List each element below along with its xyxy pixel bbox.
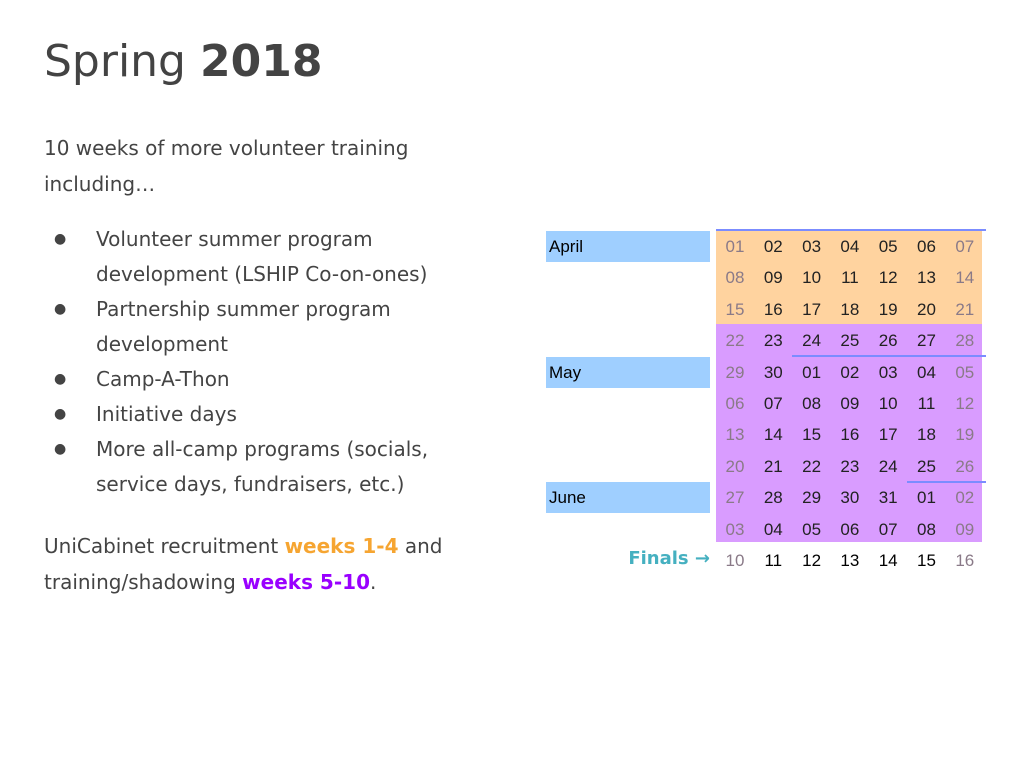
calendar-day: 15 bbox=[725, 299, 745, 319]
calendar-day: 10 bbox=[802, 268, 822, 288]
calendar-day: 07 bbox=[878, 519, 898, 539]
calendar-day: 06 bbox=[840, 519, 860, 539]
calendar-day: 13 bbox=[917, 268, 936, 288]
training-band bbox=[716, 324, 982, 542]
calendar-day: 18 bbox=[917, 425, 936, 445]
calendar-day: 29 bbox=[725, 362, 745, 382]
calendar-day: 02 bbox=[763, 237, 783, 256]
calendar-day: 05 bbox=[955, 362, 975, 382]
calendar-day: 02 bbox=[840, 362, 860, 382]
calendar-day: 05 bbox=[878, 237, 898, 256]
calendar-day: 04 bbox=[840, 237, 860, 256]
calendar-day: 25 bbox=[917, 456, 936, 476]
calendar-day: 17 bbox=[878, 425, 898, 445]
calendar-day: 27 bbox=[917, 331, 936, 351]
calendar-day: 14 bbox=[763, 425, 783, 445]
calendar-day: 15 bbox=[802, 425, 822, 445]
finals-label: Finals → bbox=[628, 548, 710, 569]
calendar-day: 30 bbox=[840, 488, 860, 508]
calendar-day: 12 bbox=[955, 394, 975, 413]
calendar-day: 21 bbox=[763, 456, 783, 476]
recruitment-band bbox=[716, 231, 982, 324]
month-label: June bbox=[546, 482, 710, 514]
calendar-day: 13 bbox=[725, 425, 745, 445]
calendar-day: 28 bbox=[955, 331, 975, 351]
calendar-day: 03 bbox=[878, 362, 898, 382]
calendar-day: 20 bbox=[725, 456, 745, 476]
calendar-day: 03 bbox=[725, 519, 745, 539]
calendar-day: 01 bbox=[917, 488, 936, 508]
calendar-day: 22 bbox=[725, 331, 745, 351]
calendar-day: 07 bbox=[763, 394, 783, 413]
calendar-day: 16 bbox=[955, 551, 975, 570]
intro-text: 10 weeks of more volunteer training incl… bbox=[44, 136, 409, 196]
calendar-day: 14 bbox=[955, 268, 975, 288]
calendar-day: 08 bbox=[802, 394, 822, 413]
list-item: Camp-A-Thon bbox=[44, 362, 504, 397]
calendar-day: 06 bbox=[725, 394, 745, 413]
calendar-day: 24 bbox=[878, 456, 898, 476]
calendar-day: 28 bbox=[763, 488, 783, 508]
list-item: Initiative days bbox=[44, 397, 504, 432]
calendar-day: 09 bbox=[955, 519, 975, 539]
calendar-day: 15 bbox=[917, 551, 936, 570]
calendar-day: 13 bbox=[840, 551, 860, 570]
list-item: Volunteer summer program development (LS… bbox=[44, 222, 504, 292]
calendar-day: 06 bbox=[917, 237, 936, 256]
calendar-day: 11 bbox=[841, 268, 859, 288]
calendar-day: 01 bbox=[725, 237, 745, 256]
calendar-day: 22 bbox=[802, 456, 822, 476]
calendar-day: 18 bbox=[840, 299, 860, 319]
calendar-day: 27 bbox=[725, 488, 745, 508]
calendar-day: 29 bbox=[802, 488, 822, 508]
calendar-day: 01 bbox=[802, 362, 822, 382]
calendar-day: 10 bbox=[878, 394, 898, 413]
calendar-day: 23 bbox=[840, 456, 860, 476]
june-start-line bbox=[907, 481, 986, 483]
calendar-day: 07 bbox=[955, 237, 975, 256]
calendar-day: 30 bbox=[763, 362, 783, 382]
calendar-day: 24 bbox=[802, 331, 822, 351]
calendar-day: 02 bbox=[955, 488, 975, 508]
outro-text: UniCabinet recruitment weeks 1-4 and tra… bbox=[44, 534, 443, 594]
calendar-day: 04 bbox=[917, 362, 936, 382]
calendar-day: 11 bbox=[764, 551, 783, 570]
calendar-day: 10 bbox=[725, 551, 745, 570]
bullet-list: Volunteer summer program development (LS… bbox=[44, 222, 504, 502]
april-start-line bbox=[716, 229, 986, 231]
month-label: May bbox=[546, 356, 710, 388]
calendar-day: 16 bbox=[763, 299, 783, 319]
calendar-day: 08 bbox=[917, 519, 936, 539]
calendar-day: 14 bbox=[878, 551, 898, 570]
may-start-line bbox=[792, 355, 986, 357]
calendar-day: 26 bbox=[955, 456, 975, 476]
calendar-day: 26 bbox=[878, 331, 898, 351]
calendar-day: 21 bbox=[955, 299, 975, 319]
calendar-day: 09 bbox=[763, 268, 783, 288]
calendar-day: 20 bbox=[917, 299, 936, 319]
calendar-day: 19 bbox=[955, 425, 975, 445]
calendar-day: 25 bbox=[840, 331, 860, 351]
calendar-day: 17 bbox=[802, 299, 822, 319]
calendar-day: 19 bbox=[878, 299, 898, 319]
calendar-day: 16 bbox=[840, 425, 860, 445]
list-item: Partnership summer program development bbox=[44, 292, 504, 362]
calendar-day: 08 bbox=[725, 268, 745, 288]
calendar-day: 05 bbox=[802, 519, 822, 539]
calendar-day: 04 bbox=[763, 519, 783, 539]
calendar-day: 09 bbox=[840, 394, 860, 413]
slide-title: Spring 2018 bbox=[44, 36, 323, 87]
calendar-day: 31 bbox=[878, 488, 898, 508]
calendar-day: 11 bbox=[917, 394, 936, 413]
calendar-day: 12 bbox=[878, 268, 898, 288]
month-label: April bbox=[546, 231, 710, 262]
calendar-day: 03 bbox=[802, 237, 822, 256]
calendar-day: 23 bbox=[763, 331, 783, 351]
list-item: More all-camp programs (socials, service… bbox=[44, 432, 504, 502]
calendar-day: 12 bbox=[802, 551, 822, 570]
